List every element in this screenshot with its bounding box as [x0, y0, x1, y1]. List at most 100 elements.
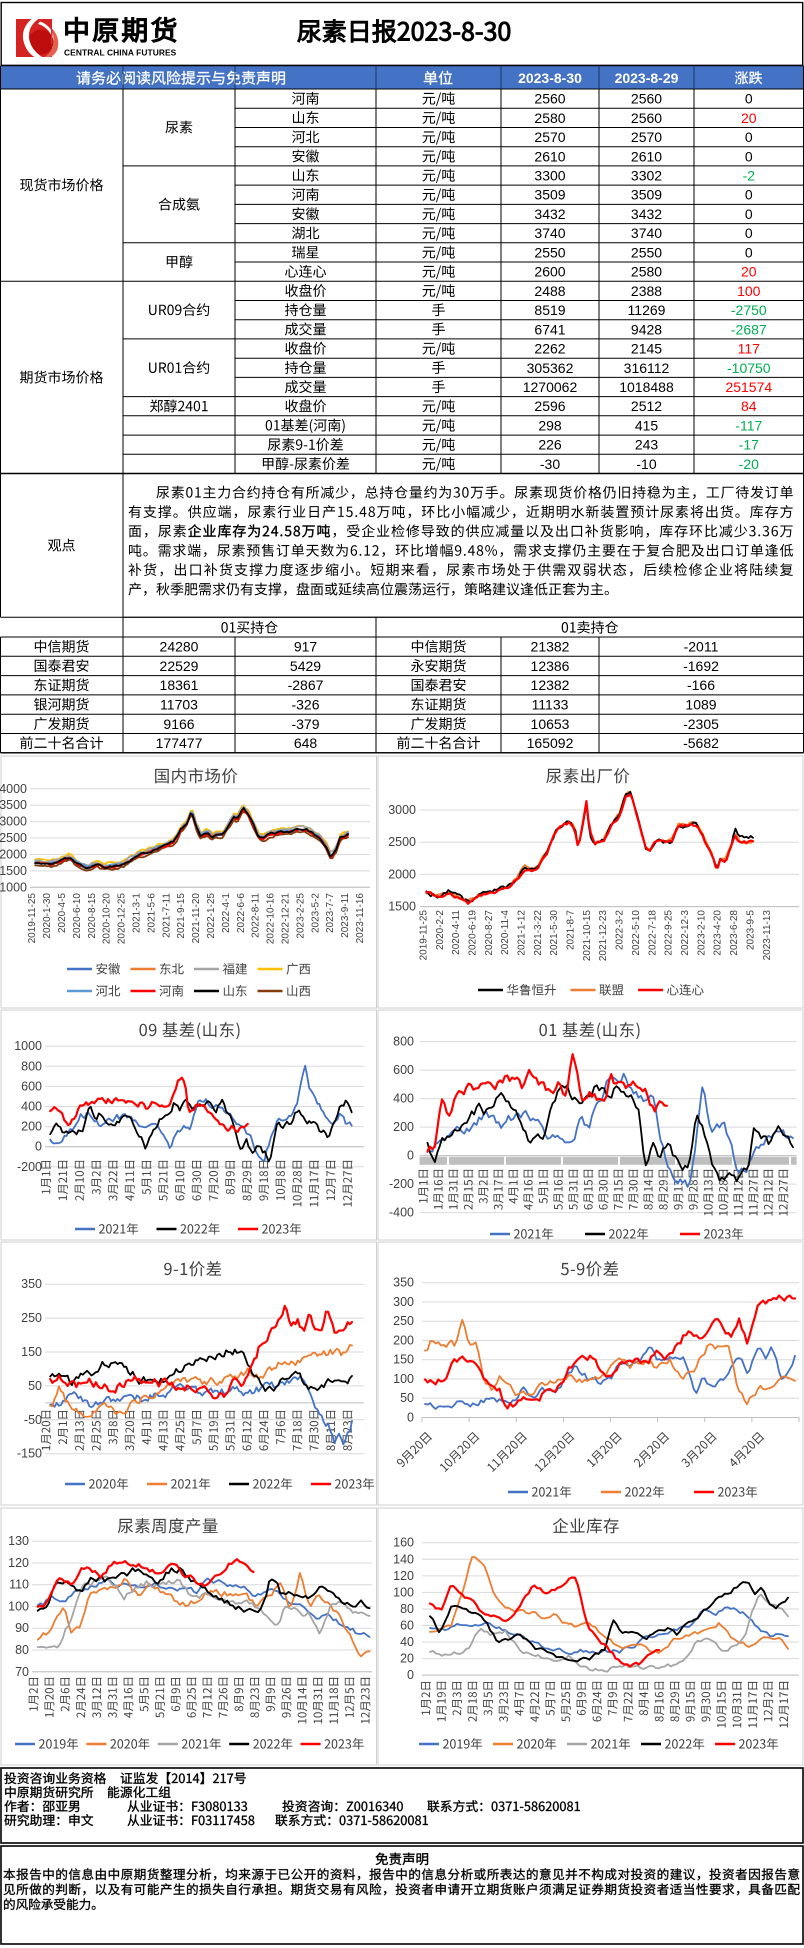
svg-text:-50: -50 [24, 1413, 42, 1427]
svg-text:2596: 2596 [534, 398, 565, 414]
svg-text:3300: 3300 [534, 168, 565, 184]
svg-text:2020-10-20: 2020-10-20 [102, 893, 113, 945]
svg-text:2550: 2550 [534, 244, 565, 260]
svg-text:12386: 12386 [531, 658, 570, 674]
svg-text:90: 90 [15, 1621, 29, 1635]
svg-text:-2687: -2687 [731, 321, 767, 337]
svg-text:24280: 24280 [160, 639, 199, 655]
svg-text:2023-2-10: 2023-2-10 [696, 910, 707, 956]
svg-text:2500: 2500 [0, 831, 27, 845]
svg-text:1000: 1000 [0, 880, 27, 894]
svg-text:80: 80 [15, 1643, 29, 1657]
svg-text:400: 400 [393, 1092, 414, 1106]
svg-text:0: 0 [745, 148, 753, 164]
svg-text:2020-2-2: 2020-2-2 [435, 910, 446, 950]
svg-text:2020-11-4: 2020-11-4 [500, 910, 511, 955]
svg-text:250: 250 [21, 1311, 42, 1325]
svg-text:20: 20 [400, 1652, 414, 1666]
svg-text:9166: 9166 [163, 716, 194, 732]
svg-text:298: 298 [538, 417, 562, 433]
svg-text:2022-12-21: 2022-12-21 [281, 893, 292, 945]
svg-text:2021-5-6: 2021-5-6 [146, 893, 157, 933]
svg-text:2022-7-18: 2022-7-18 [647, 910, 658, 956]
svg-text:1270062: 1270062 [523, 379, 578, 395]
svg-text:2021-12-23: 2021-12-23 [598, 910, 609, 962]
svg-text:2023-5-2: 2023-5-2 [310, 893, 321, 933]
svg-text:0: 0 [745, 206, 753, 222]
svg-text:160: 160 [393, 1536, 414, 1550]
svg-text:8519: 8519 [534, 302, 565, 318]
svg-text:2020-6-10: 2020-6-10 [72, 893, 83, 939]
svg-text:-30: -30 [540, 456, 560, 472]
svg-text:-5682: -5682 [683, 735, 719, 751]
svg-text:20: 20 [741, 264, 757, 280]
svg-text:-200: -200 [17, 1160, 42, 1174]
svg-text:1500: 1500 [388, 900, 416, 914]
svg-text:-2011: -2011 [684, 639, 719, 655]
svg-text:350: 350 [393, 1276, 414, 1290]
svg-text:2021-3-22: 2021-3-22 [533, 910, 544, 956]
svg-text:18361: 18361 [160, 677, 199, 693]
svg-text:3740: 3740 [631, 225, 662, 241]
svg-text:0: 0 [407, 1411, 414, 1425]
svg-text:0: 0 [745, 129, 753, 145]
svg-text:-2: -2 [743, 168, 756, 184]
svg-text:0: 0 [745, 244, 753, 260]
svg-text:243: 243 [635, 437, 659, 453]
svg-text:2021-8-7: 2021-8-7 [566, 910, 577, 950]
svg-text:1500: 1500 [0, 864, 27, 878]
svg-text:2023-7-7: 2023-7-7 [325, 893, 336, 933]
svg-text:2488: 2488 [534, 283, 565, 299]
svg-text:2600: 2600 [534, 264, 565, 280]
svg-text:2022-1-25: 2022-1-25 [206, 893, 217, 939]
svg-text:-17: -17 [739, 437, 759, 453]
svg-text:2022-3-2: 2022-3-2 [615, 910, 626, 950]
svg-text:316112: 316112 [624, 360, 670, 376]
svg-text:2500: 2500 [388, 835, 416, 849]
svg-text:2570: 2570 [631, 129, 662, 145]
svg-text:2021-11-20: 2021-11-20 [191, 893, 202, 944]
svg-text:2580: 2580 [534, 110, 565, 126]
svg-text:2023-4-20: 2023-4-20 [713, 910, 724, 956]
svg-text:2023-6-28: 2023-6-28 [729, 910, 740, 956]
svg-text:0: 0 [407, 1668, 414, 1682]
svg-text:400: 400 [21, 1100, 42, 1114]
svg-text:2022-5-10: 2022-5-10 [631, 910, 642, 956]
svg-text:200: 200 [393, 1120, 414, 1134]
svg-text:50: 50 [28, 1379, 42, 1393]
svg-text:648: 648 [294, 735, 318, 751]
svg-text:200: 200 [393, 1334, 414, 1348]
svg-text:1089: 1089 [685, 697, 716, 713]
svg-text:0: 0 [35, 1140, 42, 1154]
svg-text:1000: 1000 [14, 1039, 42, 1053]
svg-text:140: 140 [393, 1552, 414, 1566]
svg-text:110: 110 [9, 1578, 29, 1592]
svg-text:6741: 6741 [534, 321, 565, 337]
svg-text:20: 20 [741, 110, 757, 126]
svg-text:2022-12-3: 2022-12-3 [680, 910, 691, 956]
svg-text:2560: 2560 [631, 91, 662, 107]
svg-text:300: 300 [393, 1295, 414, 1309]
svg-text:2000: 2000 [0, 848, 27, 862]
svg-text:2022-8-11: 2022-8-11 [251, 893, 262, 938]
svg-text:2145: 2145 [631, 341, 662, 357]
svg-text:80: 80 [400, 1602, 414, 1616]
svg-text:800: 800 [21, 1059, 42, 1073]
svg-text:2019-11-25: 2019-11-25 [418, 910, 429, 961]
svg-text:100: 100 [393, 1585, 414, 1599]
svg-text:40: 40 [400, 1635, 414, 1649]
svg-text:CENTRAL CHINA FUTURES: CENTRAL CHINA FUTURES [64, 48, 177, 58]
svg-text:2022-4-1: 2022-4-1 [221, 893, 232, 933]
svg-text:2550: 2550 [631, 244, 662, 260]
svg-text:800: 800 [393, 1035, 414, 1049]
svg-text:2023-8-30: 2023-8-30 [518, 70, 582, 86]
svg-text:200: 200 [21, 1120, 42, 1134]
svg-text:600: 600 [21, 1079, 42, 1093]
svg-text:2021-1-12: 2021-1-12 [517, 910, 528, 956]
svg-text:600: 600 [393, 1063, 414, 1077]
svg-text:-10: -10 [636, 456, 656, 472]
svg-text:-2305: -2305 [683, 716, 719, 732]
svg-text:-200: -200 [389, 1177, 414, 1191]
svg-text:10653: 10653 [531, 716, 570, 732]
svg-text:130: 130 [8, 1534, 29, 1548]
